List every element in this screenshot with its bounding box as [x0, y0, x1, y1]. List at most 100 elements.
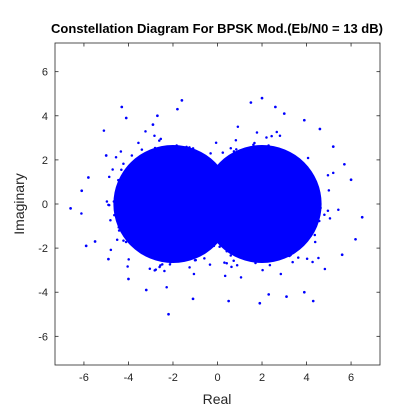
scatter-point — [187, 201, 191, 205]
scatter-point — [242, 164, 246, 167]
scatter-point — [255, 189, 258, 193]
scatter-point — [227, 158, 230, 161]
scatter-point — [207, 240, 210, 243]
scatter-point — [316, 218, 319, 222]
scatter-point — [278, 231, 282, 234]
scatter-point — [259, 193, 262, 196]
scatter-point — [257, 223, 260, 226]
scatter-point-outlier — [249, 101, 253, 104]
scatter-point — [304, 221, 308, 224]
scatter-point — [155, 216, 158, 220]
scatter-point — [151, 227, 155, 231]
scatter-point — [149, 211, 152, 214]
scatter-point — [198, 173, 201, 177]
scatter-point — [144, 155, 148, 158]
scatter-point — [190, 247, 193, 250]
scatter-point — [118, 197, 121, 200]
scatter-point — [162, 253, 166, 256]
scatter-point — [287, 175, 291, 178]
scatter-point — [138, 246, 141, 250]
scatter-point — [136, 215, 140, 219]
scatter-point — [165, 203, 168, 207]
scatter-point — [168, 260, 171, 263]
scatter-point — [166, 157, 170, 160]
scatter-point — [160, 253, 163, 256]
scatter-point — [162, 234, 165, 238]
scatter-point — [282, 223, 286, 226]
scatter-point — [174, 257, 178, 261]
scatter-point — [172, 245, 175, 249]
scatter-point — [142, 245, 146, 249]
scatter-point — [225, 162, 229, 166]
scatter-point — [222, 179, 226, 183]
scatter-point — [157, 175, 161, 179]
scatter-point — [174, 183, 177, 187]
scatter-point — [245, 203, 248, 207]
scatter-point — [172, 232, 176, 236]
scatter-point — [167, 223, 170, 226]
scatter-point — [252, 143, 255, 146]
scatter-point — [191, 178, 195, 181]
scatter-point — [114, 155, 118, 159]
scatter-point — [190, 215, 194, 219]
scatter-point — [270, 156, 273, 159]
scatter-point — [129, 171, 132, 174]
scatter-point — [257, 232, 261, 235]
scatter-point — [234, 222, 237, 226]
scatter-point — [155, 163, 159, 166]
scatter-point — [226, 182, 230, 186]
scatter-point — [185, 159, 188, 162]
scatter-point — [191, 224, 195, 228]
scatter-point — [203, 257, 206, 260]
scatter-point — [181, 239, 184, 242]
scatter-point — [256, 168, 260, 171]
scatter-point — [244, 173, 247, 177]
scatter-point — [135, 203, 139, 206]
scatter-point — [270, 172, 273, 176]
scatter-point — [126, 177, 129, 181]
scatter-point — [262, 170, 266, 174]
scatter-point — [249, 228, 252, 231]
scatter-point — [259, 220, 263, 224]
scatter-point-outlier — [120, 105, 124, 109]
scatter-point — [225, 233, 229, 236]
scatter-point-outlier — [191, 297, 195, 301]
scatter-point — [296, 241, 299, 244]
scatter-point — [188, 266, 191, 269]
scatter-point — [148, 207, 151, 211]
scatter-point — [146, 204, 149, 207]
scatter-point — [212, 241, 216, 244]
scatter-point — [174, 211, 178, 214]
scatter-point — [177, 205, 181, 209]
scatter-point — [149, 232, 153, 235]
scatter-point — [303, 207, 306, 211]
scatter-point — [139, 217, 143, 221]
scatter-point — [291, 260, 294, 264]
scatter-point — [291, 219, 295, 222]
scatter-point — [233, 210, 237, 214]
scatter-point — [242, 237, 245, 240]
scatter-point — [268, 233, 272, 237]
scatter-point — [255, 205, 259, 209]
scatter-points — [69, 96, 364, 316]
scatter-point — [274, 168, 277, 171]
scatter-point — [207, 210, 210, 214]
scatter-point — [185, 204, 189, 207]
scatter-point — [290, 194, 293, 198]
scatter-point — [147, 162, 151, 165]
scatter-point — [221, 151, 225, 154]
scatter-point — [156, 224, 160, 228]
scatter-point — [252, 247, 255, 250]
scatter-point — [162, 199, 165, 203]
scatter-point — [120, 215, 123, 218]
scatter-point — [294, 245, 297, 249]
scatter-point — [161, 197, 164, 201]
scatter-point — [300, 224, 303, 227]
scatter-point — [159, 241, 163, 245]
scatter-point — [230, 201, 234, 204]
scatter-point — [267, 192, 270, 195]
scatter-point — [310, 192, 313, 195]
scatter-point — [116, 210, 120, 214]
scatter-point — [231, 192, 234, 196]
